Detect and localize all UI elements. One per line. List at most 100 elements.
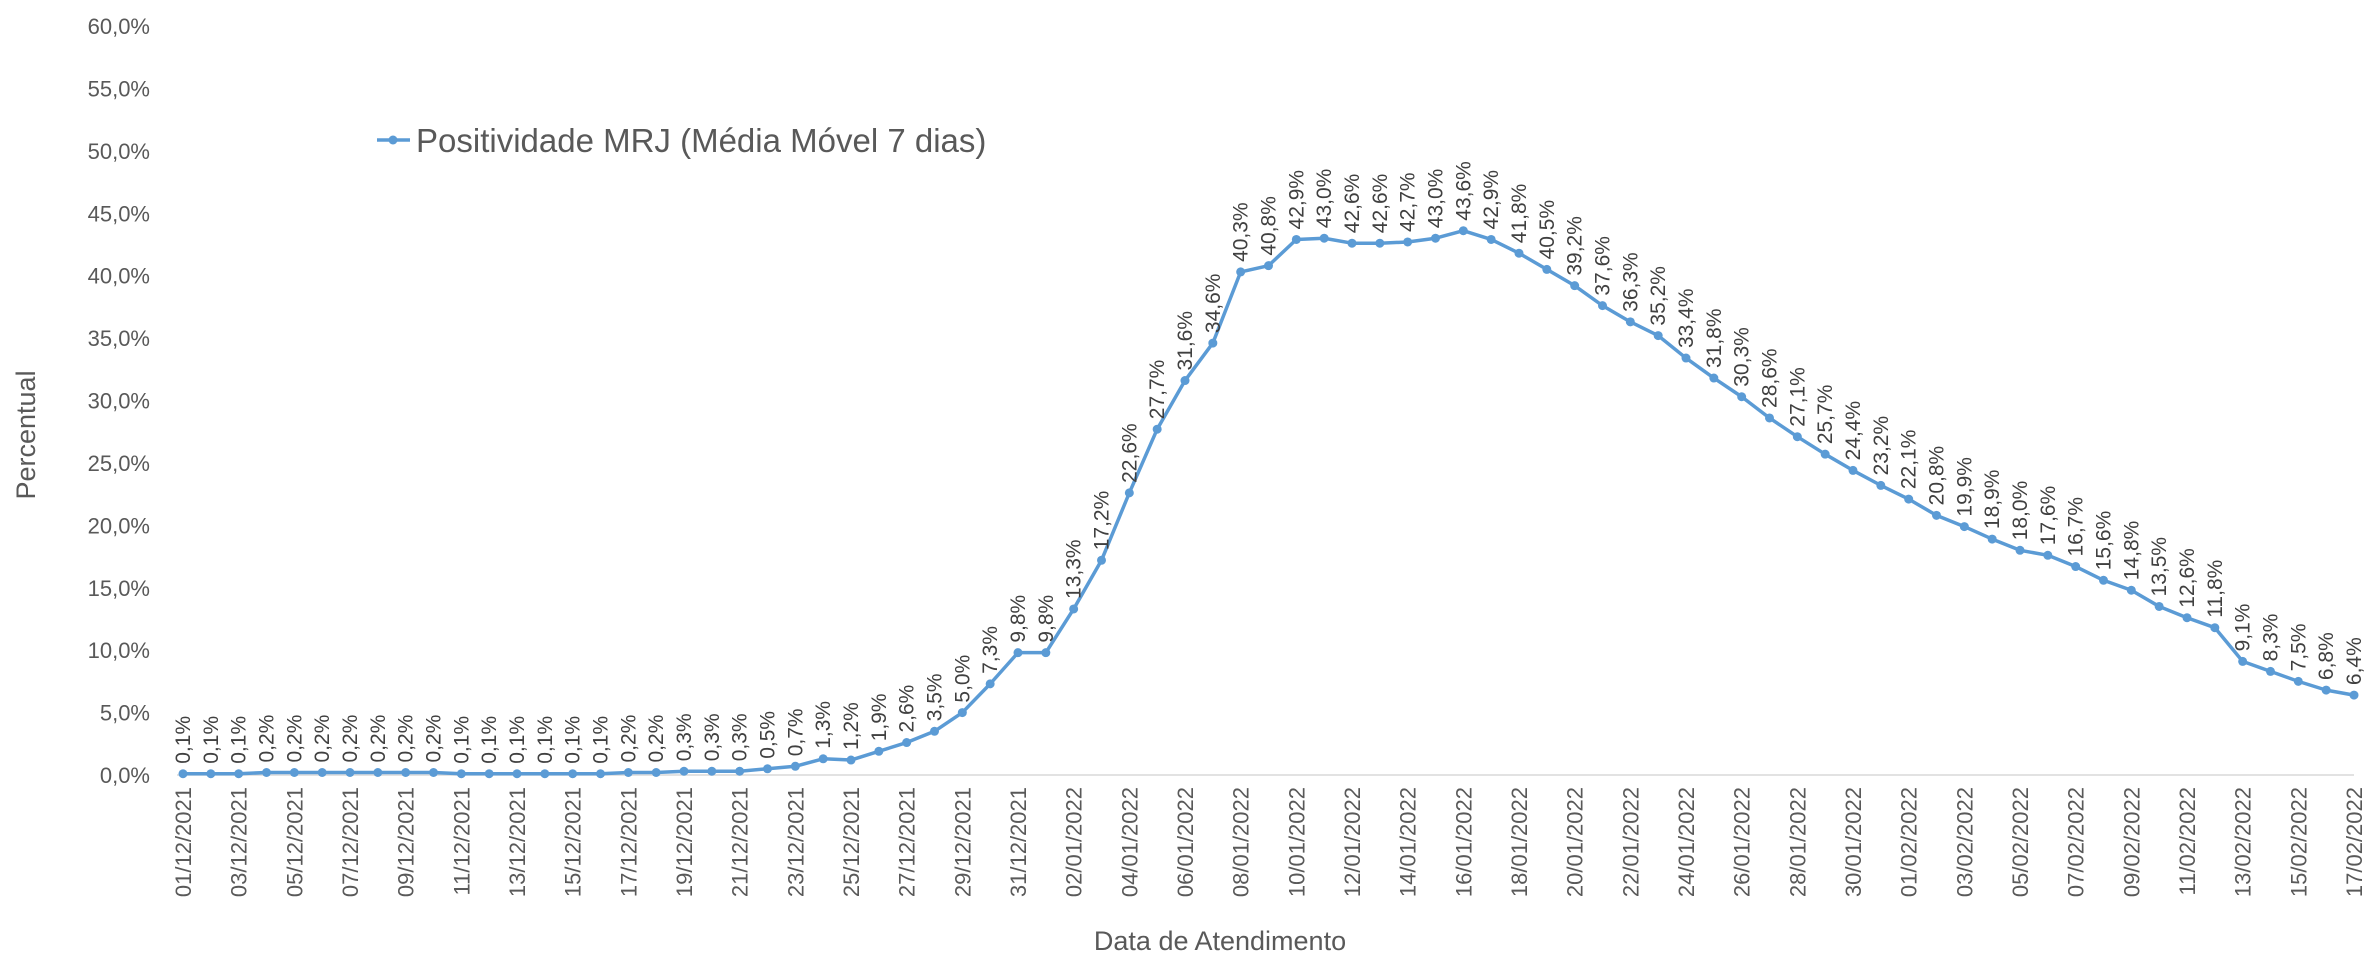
data-label: 1,9% [868, 693, 891, 741]
data-point [1041, 648, 1051, 658]
data-point [401, 768, 411, 778]
data-label: 0,2% [423, 715, 446, 763]
data-point [1375, 238, 1385, 248]
data-label: 9,8% [1035, 595, 1058, 643]
y-axis-title: Percentual [11, 370, 41, 499]
data-point [289, 768, 299, 778]
data-point [1737, 392, 1747, 402]
data-point [1570, 281, 1580, 291]
data-label: 0,3% [729, 713, 752, 761]
data-label: 23,2% [1870, 416, 1893, 476]
data-point [1236, 267, 1246, 277]
x-tick-label: 01/02/2022 [1897, 787, 1922, 897]
x-tick-label: 16/01/2022 [1451, 787, 1476, 897]
data-point [902, 738, 912, 748]
data-point [1932, 510, 1941, 520]
data-point [790, 761, 800, 771]
data-label: 18,0% [2009, 481, 2032, 541]
y-tick-label: 30,0% [88, 389, 150, 414]
data-label: 1,2% [840, 702, 863, 750]
data-label: 42,7% [1397, 172, 1420, 232]
data-label: 3,5% [924, 673, 947, 721]
x-tick-label: 08/01/2022 [1229, 787, 1254, 897]
data-label: 40,8% [1258, 196, 1281, 256]
y-tick-label: 5,0% [100, 701, 150, 726]
data-point [317, 768, 327, 778]
data-label: 6,8% [2315, 632, 2338, 680]
data-label: 15,6% [2093, 511, 2116, 571]
data-point [1291, 234, 1301, 244]
data-label: 0,1% [534, 716, 557, 764]
data-point [2238, 656, 2248, 666]
data-label: 0,1% [562, 716, 585, 764]
x-tick-label: 28/01/2022 [1785, 787, 1810, 897]
x-tick-label: 23/12/2021 [783, 787, 808, 897]
data-point [1264, 261, 1273, 271]
data-label: 42,6% [1369, 174, 1392, 234]
data-point [2099, 575, 2108, 585]
data-label: 39,2% [1564, 216, 1587, 276]
data-label: 27,1% [1786, 367, 1809, 427]
data-label: 43,6% [1452, 161, 1475, 221]
data-point [568, 769, 578, 779]
legend-label: Positividade MRJ (Média Móvel 7 dias) [416, 122, 986, 159]
data-point [1013, 648, 1023, 658]
data-point [1208, 338, 1218, 348]
data-label: 42,9% [1285, 170, 1308, 230]
data-point [1347, 238, 1357, 248]
data-label: 7,3% [979, 626, 1002, 674]
data-label: 0,2% [367, 715, 390, 763]
data-point [1069, 604, 1079, 614]
data-point [1514, 248, 1524, 258]
data-point [874, 746, 884, 756]
data-label: 8,3% [2260, 614, 2283, 662]
data-point [2321, 685, 2331, 695]
data-point [1959, 522, 1969, 532]
data-point [957, 708, 967, 718]
data-point [679, 766, 689, 776]
data-point [1152, 424, 1162, 434]
x-tick-label: 07/12/2021 [338, 787, 363, 897]
data-label: 17,2% [1091, 491, 1114, 551]
data-label: 30,3% [1731, 327, 1754, 387]
x-tick-label: 04/01/2022 [1117, 787, 1142, 897]
data-point [985, 679, 995, 689]
x-tick-label: 29/12/2021 [950, 787, 975, 897]
data-label: 25,7% [1814, 385, 1837, 445]
data-point [1124, 488, 1134, 498]
x-axis-title: Data de Atendimento [1094, 926, 1346, 956]
x-tick-label: 14/01/2022 [1396, 787, 1421, 897]
data-label: 31,6% [1174, 311, 1197, 371]
x-tick-label: 19/12/2021 [672, 787, 697, 897]
data-label: 27,7% [1146, 360, 1169, 420]
data-point [707, 766, 717, 776]
x-tick-label: 07/02/2022 [2064, 787, 2089, 897]
y-tick-label: 45,0% [88, 201, 150, 226]
data-point [735, 766, 745, 776]
data-label: 6,4% [2343, 637, 2366, 685]
x-tick-label: 03/12/2021 [227, 787, 252, 897]
x-tick-label: 17/02/2022 [2342, 787, 2367, 897]
data-point [1653, 331, 1663, 341]
data-label: 0,1% [450, 716, 473, 764]
data-point [429, 768, 438, 778]
data-point [373, 768, 383, 778]
data-point [818, 754, 828, 764]
x-tick-label: 22/01/2022 [1618, 787, 1643, 897]
data-label: 0,1% [200, 716, 223, 764]
data-label: 13,3% [1063, 539, 1086, 599]
data-point [2182, 613, 2192, 623]
data-label: 0,1% [228, 716, 251, 764]
x-tick-label: 13/02/2022 [2231, 787, 2256, 897]
data-point [345, 768, 355, 778]
data-label: 43,0% [1313, 169, 1336, 229]
data-point [2015, 545, 2025, 555]
data-point [1904, 494, 1914, 504]
data-point [930, 726, 939, 736]
data-label: 41,8% [1508, 184, 1531, 244]
data-label: 0,2% [645, 715, 668, 763]
data-label: 2,6% [896, 685, 919, 733]
data-point [1681, 353, 1691, 363]
data-point [234, 769, 244, 779]
data-label: 24,4% [1842, 401, 1865, 461]
